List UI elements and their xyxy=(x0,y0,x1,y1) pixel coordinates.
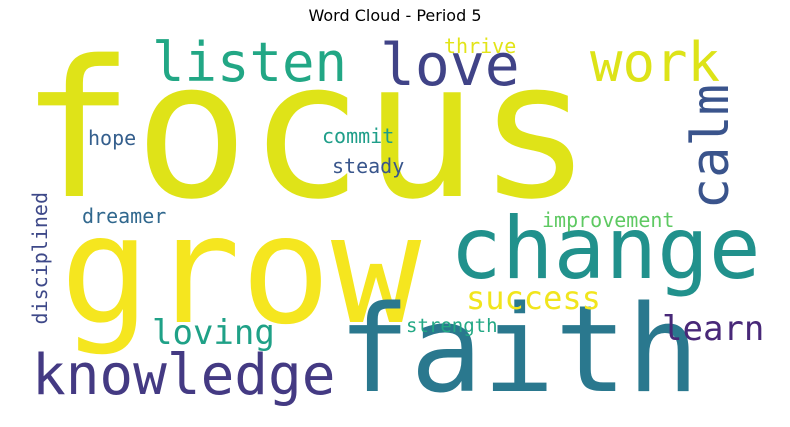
word-listen: listen xyxy=(152,36,348,94)
word-thrive: thrive xyxy=(444,36,517,58)
word-success: success xyxy=(466,279,601,317)
word-strength: strength xyxy=(406,315,498,337)
word-dreamer: dreamer xyxy=(82,204,167,228)
word-change: change xyxy=(450,199,761,299)
word-commit: commit xyxy=(322,124,395,148)
word-knowledge: knowledge xyxy=(32,343,336,408)
word-hope: hope xyxy=(88,126,137,150)
word-focus: focus xyxy=(20,36,592,241)
word-grow: grow xyxy=(60,184,422,358)
word-cloud: focus grow faith change knowledge love work lis… xyxy=(20,36,778,418)
word-loving: loving xyxy=(152,313,275,353)
word-steady: steady xyxy=(332,154,405,178)
word-improvement: improvement xyxy=(542,208,675,232)
word-work: work xyxy=(590,36,721,94)
word-learn: learn xyxy=(662,309,765,349)
word-calm: calm xyxy=(681,84,741,210)
word-love: love xyxy=(380,36,520,99)
word-disciplined: disciplined xyxy=(28,192,52,325)
chart-title: Word Cloud - Period 5 xyxy=(308,6,482,25)
word-faith: faith xyxy=(338,281,700,418)
